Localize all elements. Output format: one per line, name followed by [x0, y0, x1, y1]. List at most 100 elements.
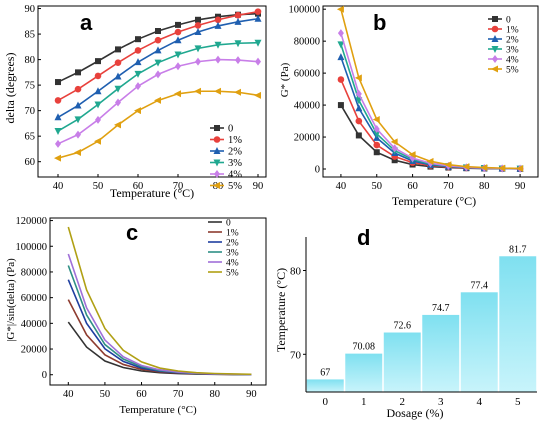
data-point	[254, 14, 262, 22]
data-point	[408, 151, 416, 159]
data-point	[372, 115, 380, 123]
bar-value-label: 81.7	[509, 244, 527, 255]
bar	[460, 292, 498, 392]
data-point	[234, 11, 242, 19]
data-point	[174, 90, 181, 98]
panel-d: d Temperature (°C) Dosage (%)	[274, 225, 443, 420]
data-point	[114, 85, 122, 93]
legend-marker	[214, 170, 220, 178]
data-point	[355, 89, 362, 98]
data-point	[336, 5, 344, 13]
legend-label: 3%	[506, 46, 519, 56]
panel-d-plot: 67 0 70.08 1 72.6 2 74.7 3 77.4 4 81.7 5 70 80	[290, 237, 537, 408]
bar	[422, 314, 460, 392]
data-point	[355, 132, 362, 139]
data-point	[75, 69, 81, 76]
y-tick-label: 0	[42, 370, 47, 381]
x-tick-label: 70	[443, 181, 454, 192]
data-point	[254, 8, 262, 15]
data-point	[54, 154, 61, 162]
series-line	[67, 279, 252, 376]
bar	[306, 379, 344, 392]
panel-b: b G* (Pa) Temperature (°C)	[279, 10, 476, 208]
data-point	[355, 117, 363, 125]
x-tick-label: 60	[407, 181, 418, 192]
data-point	[516, 164, 524, 172]
legend-marker	[492, 16, 498, 22]
data-point	[373, 141, 381, 149]
legend-label: 3%	[226, 249, 239, 259]
a-y-axis-label: delta (degrees)	[3, 53, 17, 124]
legend-marker	[491, 35, 499, 42]
legend-marker	[491, 46, 499, 53]
data-point	[155, 70, 161, 79]
panel-label-d: d	[357, 225, 370, 250]
y-tick-label: 80000	[21, 267, 47, 278]
y-tick-label: 60000	[21, 293, 47, 304]
data-point	[426, 157, 434, 165]
data-point	[355, 104, 363, 112]
panel-b-frame	[322, 5, 539, 178]
x-tick-label: 2	[400, 396, 406, 408]
x-tick-label: 40	[63, 389, 74, 400]
legend-label: 2%	[228, 147, 242, 158]
y-tick-label: 120000	[16, 216, 48, 227]
data-point	[54, 97, 62, 104]
panel-label-b: b	[373, 10, 386, 35]
data-point	[194, 28, 202, 36]
x-tick-label: 70	[173, 389, 184, 400]
legend-label: 4%	[228, 170, 242, 181]
legend-label: 3%	[228, 158, 242, 169]
data-point	[54, 113, 62, 121]
data-point	[134, 107, 141, 115]
legend-label: 2%	[226, 239, 239, 249]
legend-label: 1%	[228, 135, 242, 146]
data-point	[75, 130, 81, 139]
data-point	[95, 115, 101, 124]
legend-label: 1%	[226, 229, 239, 239]
data-point	[234, 88, 241, 96]
bar-value-label: 70.08	[353, 342, 376, 353]
series-line	[340, 32, 521, 170]
x-tick-label: 4	[477, 396, 483, 408]
data-point	[234, 40, 242, 48]
y-tick-label: 0	[315, 165, 320, 176]
y-tick-label: 20000	[21, 345, 47, 356]
y-tick-label: 70	[25, 106, 36, 117]
panel-b-plot: 40 50 60 70 80 90 0 20000 40000 60000 80000 100000 0…	[289, 5, 539, 192]
data-point	[235, 56, 241, 65]
data-point	[174, 28, 182, 36]
series-line	[67, 265, 252, 376]
x-tick-label: 80	[209, 389, 220, 400]
data-point	[134, 70, 142, 78]
data-point	[55, 139, 61, 148]
y-tick-label: 90	[25, 4, 36, 15]
bar-value-label: 77.4	[471, 280, 489, 291]
data-point	[214, 21, 222, 29]
panel-label-c: c	[126, 220, 138, 245]
data-point	[135, 36, 141, 43]
data-point	[215, 55, 221, 64]
data-point	[94, 137, 101, 145]
data-point	[354, 74, 362, 82]
data-point	[174, 36, 182, 44]
data-point	[74, 148, 81, 156]
y-tick-label: 80000	[294, 37, 320, 48]
data-point	[114, 59, 122, 66]
y-tick-label: 40000	[21, 319, 47, 330]
series-line	[340, 44, 521, 170]
data-point	[498, 164, 506, 172]
y-tick-label: 100000	[289, 5, 321, 16]
data-point	[254, 91, 261, 99]
data-point	[373, 130, 381, 138]
data-point	[94, 101, 102, 109]
data-point	[254, 39, 262, 47]
bar-value-label: 72.6	[394, 321, 412, 332]
legend-label: 5%	[226, 269, 239, 279]
x-tick-label: 90	[253, 181, 264, 192]
data-point	[74, 85, 82, 93]
x-tick-label: 70	[173, 181, 184, 192]
data-point	[94, 87, 102, 95]
data-point	[480, 164, 488, 172]
